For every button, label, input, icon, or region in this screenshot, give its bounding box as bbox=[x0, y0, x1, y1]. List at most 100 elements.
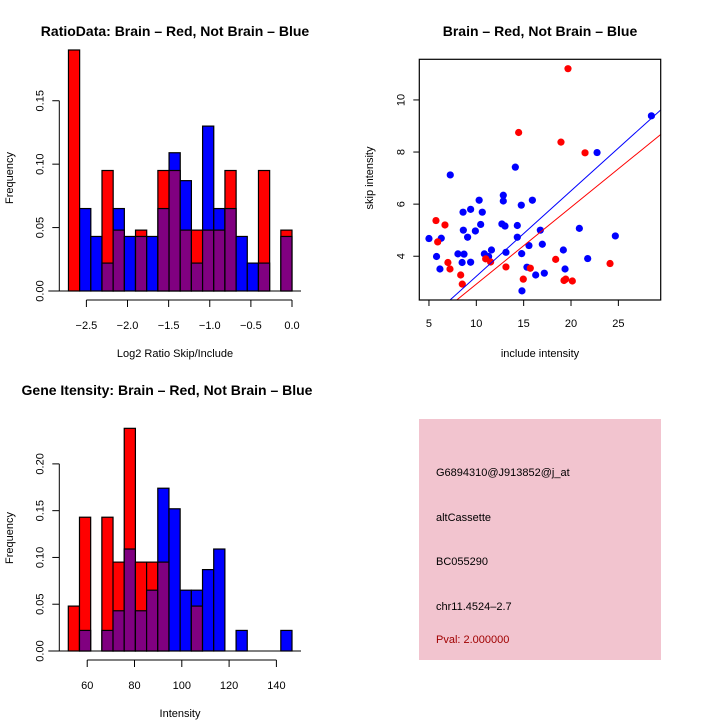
scatter-point bbox=[425, 234, 433, 243]
scatter-point bbox=[467, 205, 475, 213]
scatter-point bbox=[564, 65, 572, 73]
x-tick-label: −2.5 bbox=[76, 320, 98, 332]
histogram-overlap-bar bbox=[123, 548, 137, 652]
x-tick-label: −2.0 bbox=[117, 320, 139, 332]
x-tick-label: 25 bbox=[612, 318, 624, 330]
histogram-bar bbox=[67, 605, 81, 652]
y-tick-label: 4 bbox=[395, 253, 407, 259]
x-tick-label: 60 bbox=[81, 680, 93, 692]
y-tick-label: 0.10 bbox=[34, 547, 46, 568]
scatter-point bbox=[557, 138, 565, 146]
scatter-point bbox=[562, 275, 570, 283]
ratio-bars bbox=[48, 49, 301, 292]
histogram-overlap-bar bbox=[78, 629, 92, 652]
y-tick-label: 8 bbox=[395, 149, 407, 155]
histogram-overlap-bar bbox=[157, 561, 170, 652]
intensity-histogram: Gene Itensity: Brain – Red, Not Brain – … bbox=[4, 382, 313, 720]
scatter-point bbox=[446, 265, 454, 273]
scatter-point bbox=[502, 263, 510, 271]
scatter-point bbox=[519, 275, 527, 283]
scatter-point bbox=[540, 269, 548, 277]
scatter-point bbox=[584, 254, 592, 263]
scatter-point bbox=[458, 280, 466, 288]
histogram-bar bbox=[146, 235, 159, 292]
scatter-point bbox=[432, 252, 441, 261]
y-tick-label: 0.00 bbox=[34, 640, 46, 661]
scatter-point bbox=[568, 277, 576, 285]
x-tick-label: −1.0 bbox=[199, 320, 221, 332]
scatter-point bbox=[593, 148, 601, 157]
scatter-point bbox=[434, 238, 442, 246]
scatter-point bbox=[538, 240, 546, 248]
scatter-point bbox=[647, 112, 656, 120]
x-tick-label: 140 bbox=[267, 680, 285, 692]
histogram-overlap-bar bbox=[190, 605, 204, 652]
y-tick-label: 0.05 bbox=[34, 217, 46, 238]
histogram-bar bbox=[123, 235, 137, 292]
scatter-ylabel: skip intensity bbox=[364, 146, 376, 209]
scatter-point bbox=[518, 250, 526, 258]
histogram-overlap-bar bbox=[112, 229, 125, 292]
x-tick-label: −1.5 bbox=[158, 320, 180, 332]
info-panel-background bbox=[419, 419, 661, 660]
histogram-overlap-bar bbox=[134, 235, 148, 292]
info-panel: G6894310@J913852@j_at altCassette BC0552… bbox=[419, 419, 661, 660]
scatter-point bbox=[526, 264, 534, 272]
histogram-overlap-bar bbox=[101, 629, 114, 652]
ratio-xlabel: Log2 Ratio Skip/Include bbox=[117, 348, 233, 360]
scatter-point bbox=[441, 221, 449, 229]
scatter-point bbox=[528, 196, 536, 204]
scatter-point bbox=[552, 255, 560, 263]
x-tick-label: 15 bbox=[518, 318, 530, 330]
scatter-point bbox=[444, 258, 452, 267]
histogram-overlap-bar bbox=[145, 589, 159, 652]
histogram-overlap-bar bbox=[179, 229, 193, 292]
y-tick-label: 6 bbox=[395, 201, 407, 207]
scatter-point bbox=[513, 233, 521, 241]
pval: Pval: 2.000000 bbox=[436, 634, 509, 646]
histogram-bar bbox=[90, 235, 103, 292]
histogram-overlap-bar bbox=[224, 207, 237, 292]
histogram-overlap-bar bbox=[101, 262, 114, 292]
histogram-overlap-bar bbox=[201, 229, 215, 292]
y-tick-label: 0.00 bbox=[34, 280, 46, 301]
histogram-bar bbox=[235, 235, 248, 292]
scatter-point bbox=[536, 226, 544, 234]
x-tick-label: −0.5 bbox=[240, 320, 262, 332]
scatter-point bbox=[518, 287, 526, 295]
histogram-overlap-bar bbox=[112, 610, 125, 652]
scatter-point bbox=[432, 216, 440, 225]
scatter-point bbox=[463, 233, 472, 241]
histogram-overlap-bar bbox=[280, 235, 293, 292]
scatter-point bbox=[561, 265, 569, 273]
regression-line bbox=[455, 134, 661, 300]
scatter-point bbox=[487, 258, 495, 266]
scatter-point bbox=[517, 201, 525, 209]
scatter-point bbox=[575, 224, 583, 232]
intensity-scatter: Brain – Red, Not Brain – Blue include in… bbox=[364, 23, 662, 360]
scatter-point bbox=[459, 208, 467, 216]
scatter-point bbox=[515, 128, 523, 137]
scatter-point bbox=[458, 258, 466, 267]
histogram-bar bbox=[213, 548, 226, 652]
scatter-point bbox=[446, 171, 454, 179]
x-tick-label: 20 bbox=[565, 318, 577, 330]
scatter-point bbox=[606, 259, 614, 268]
intensity-title: Gene Itensity: Brain – Red, Not Brain – … bbox=[22, 382, 313, 398]
ratio-ylabel: Frequency bbox=[4, 152, 16, 204]
x-tick-label: 100 bbox=[173, 680, 191, 692]
histogram-bar bbox=[79, 207, 92, 292]
scatter-xlabel: include intensity bbox=[501, 348, 580, 360]
scatter-point bbox=[459, 226, 467, 234]
scatter-point bbox=[487, 246, 496, 254]
scatter-axes: 5 10 15 20 25 4 6 8 10 bbox=[395, 58, 662, 330]
scatter-point bbox=[460, 250, 468, 258]
histogram-overlap-bar bbox=[157, 207, 170, 292]
scatter-title: Brain – Red, Not Brain – Blue bbox=[443, 23, 638, 39]
scatter-point bbox=[501, 222, 509, 230]
histogram-bar bbox=[280, 629, 293, 652]
scatter-point bbox=[477, 220, 485, 229]
ratio-histogram: RatioData: Brain – Red, Not Brain – Blue… bbox=[4, 23, 309, 360]
scatter-points bbox=[425, 65, 661, 300]
